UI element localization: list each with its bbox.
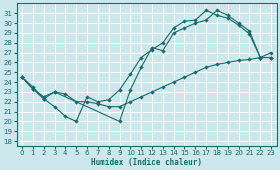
X-axis label: Humidex (Indice chaleur): Humidex (Indice chaleur) [91, 158, 202, 167]
